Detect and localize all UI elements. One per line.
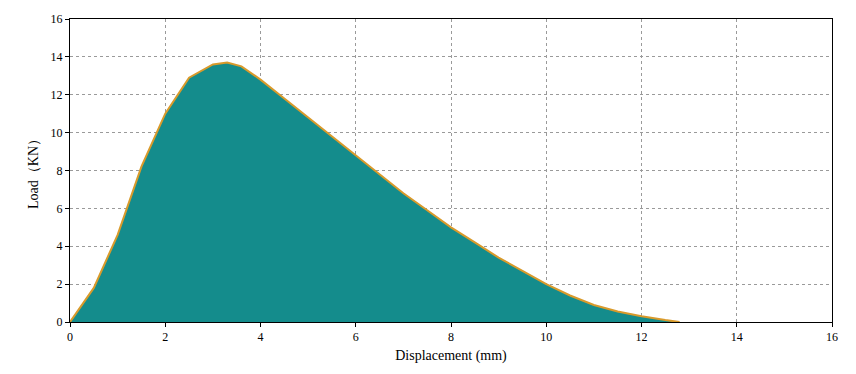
svg-text:14: 14	[731, 330, 743, 344]
svg-text:Load（KN）: Load（KN）	[26, 132, 41, 209]
svg-text:4: 4	[258, 330, 264, 344]
svg-text:2: 2	[162, 330, 168, 344]
svg-text:6: 6	[353, 330, 359, 344]
svg-text:16: 16	[51, 12, 63, 26]
svg-text:6: 6	[57, 202, 63, 216]
svg-text:2: 2	[57, 277, 63, 291]
svg-text:4: 4	[57, 239, 63, 253]
svg-text:12: 12	[51, 88, 63, 102]
svg-text:10: 10	[540, 330, 552, 344]
svg-text:16: 16	[826, 330, 838, 344]
svg-text:12: 12	[636, 330, 648, 344]
svg-text:8: 8	[57, 164, 63, 178]
svg-text:14: 14	[51, 50, 63, 64]
svg-text:0: 0	[57, 315, 63, 329]
svg-text:0: 0	[67, 330, 73, 344]
svg-text:Displacement (mm): Displacement (mm)	[395, 348, 507, 364]
svg-text:10: 10	[51, 126, 63, 140]
svg-text:8: 8	[448, 330, 454, 344]
